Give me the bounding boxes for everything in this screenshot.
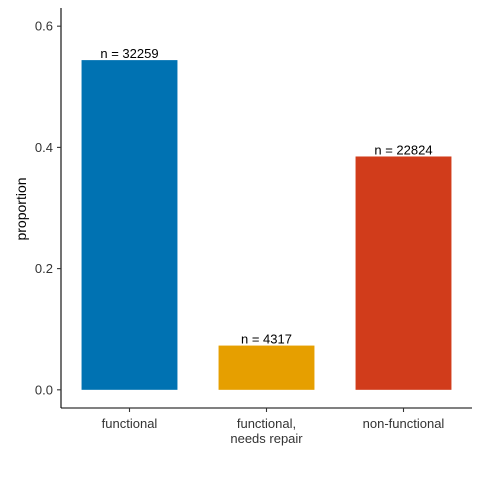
bar bbox=[218, 345, 315, 390]
y-tick-label: 0.4 bbox=[35, 140, 53, 155]
y-tick-label: 0.2 bbox=[35, 261, 53, 276]
bar bbox=[81, 60, 178, 390]
bar-data-label: n = 4317 bbox=[241, 332, 292, 347]
y-tick-label: 0.0 bbox=[35, 382, 53, 397]
y-axis-title: proportion bbox=[13, 177, 29, 240]
x-tick-label: functional, needs repair bbox=[230, 416, 303, 446]
x-tick-label: functional bbox=[102, 416, 158, 431]
bar bbox=[355, 156, 452, 390]
x-tick-label: non-functional bbox=[363, 416, 445, 431]
bar-data-label: n = 32259 bbox=[100, 46, 158, 61]
bar-data-label: n = 22824 bbox=[374, 142, 432, 157]
chart-marks: 0.0 0.2 0.4 0.6 n = 32259 functional n = 4317 f… bbox=[35, 8, 472, 446]
y-tick-label: 0.6 bbox=[35, 19, 53, 34]
